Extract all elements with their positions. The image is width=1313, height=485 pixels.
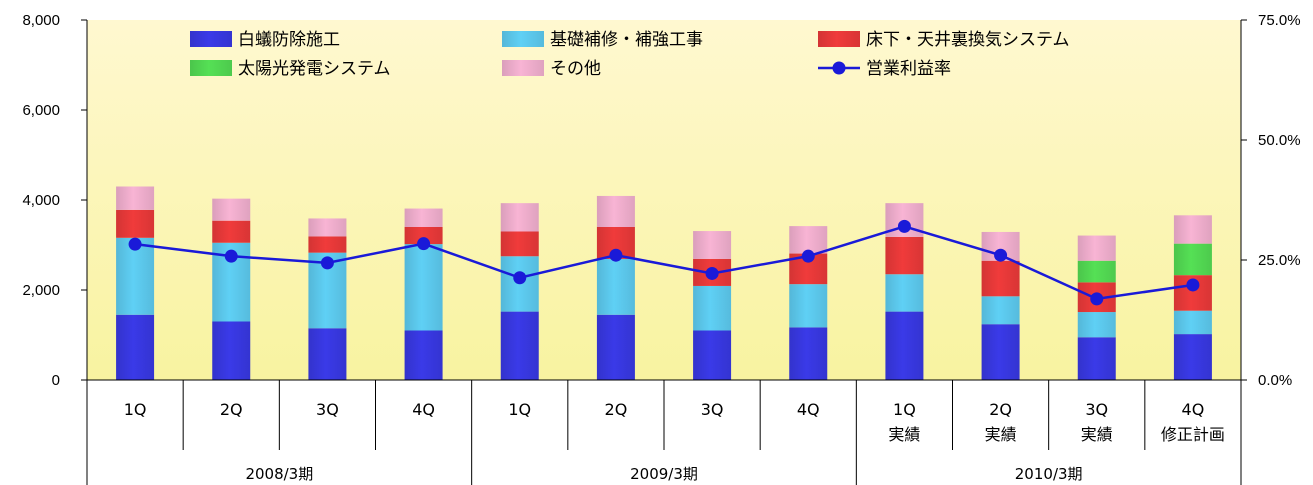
bar-segment xyxy=(116,186,155,210)
profit-margin-point xyxy=(320,256,334,270)
bar-segment xyxy=(1077,235,1116,261)
bars xyxy=(116,186,1212,380)
bar-segment xyxy=(885,274,924,312)
bar-segment xyxy=(116,209,155,238)
bar-segment xyxy=(1173,310,1212,335)
category-label: 3Q xyxy=(1085,400,1108,419)
profit-margin-point xyxy=(1090,292,1104,306)
bar-segment xyxy=(885,311,924,380)
category-label: 4Q xyxy=(797,400,820,419)
category-label: 2Q xyxy=(220,400,243,419)
legend-marker xyxy=(832,61,846,75)
legend-swatch xyxy=(190,31,232,47)
category-label: 実績 xyxy=(888,425,920,444)
category-label: 実績 xyxy=(1081,425,1113,444)
axes: 0 2,000 4,000 6,000 8,000 0.0% 25.0% 50.0% 75.0%… xyxy=(22,12,1301,485)
category-label: 1Q xyxy=(893,400,916,419)
profit-margin-point xyxy=(705,266,719,280)
category-label: 3Q xyxy=(316,400,339,419)
legend-label: 床下・天井裏換気システム xyxy=(866,29,1070,50)
legend-swatch xyxy=(818,31,860,47)
bar-segment xyxy=(1077,337,1116,380)
bar-segment xyxy=(500,311,539,380)
category-label: 1Q xyxy=(124,400,147,419)
bar-segment xyxy=(500,203,539,232)
legend-label: その他 xyxy=(550,59,601,79)
legend-swatch xyxy=(502,31,544,47)
left-tick-label: 0 xyxy=(52,372,60,389)
profit-margin-polyline xyxy=(134,225,1194,301)
legend-label: 基礎補修・補強工事 xyxy=(550,30,703,50)
legend-label: 営業利益率 xyxy=(866,59,951,79)
category-label: 修正計画 xyxy=(1161,425,1225,444)
bar-segment xyxy=(596,195,635,227)
bar-segment xyxy=(116,314,155,380)
bar-segment xyxy=(404,227,443,245)
bar-segment xyxy=(789,284,828,328)
bar-segment xyxy=(693,285,732,331)
bar-segment xyxy=(308,328,347,380)
left-tick-label: 4,000 xyxy=(22,192,60,209)
bar-segment xyxy=(885,236,924,275)
plot-area xyxy=(87,20,1241,380)
group-label: 2009/3期 xyxy=(630,465,698,483)
bar-segment xyxy=(500,231,539,257)
right-tick-label: 25.0% xyxy=(1258,252,1301,269)
bar-segment xyxy=(981,296,1020,325)
right-tick-label: 75.0% xyxy=(1258,12,1301,29)
bar-segment xyxy=(596,314,635,380)
legend-swatch xyxy=(190,60,232,76)
right-tick-label: 0.0% xyxy=(1258,372,1292,389)
bar-segment xyxy=(404,244,443,331)
bar-segment xyxy=(789,226,828,254)
profit-margin-point xyxy=(801,249,815,263)
bar-segment xyxy=(212,198,251,221)
bar-segment xyxy=(596,258,635,315)
bar-segment xyxy=(1173,243,1212,276)
bar-segment xyxy=(308,236,347,253)
bar-segment xyxy=(404,208,443,227)
bar-segment xyxy=(404,330,443,380)
profit-margin-point xyxy=(417,237,431,251)
profit-margin-point xyxy=(224,249,238,263)
group-label: 2008/3期 xyxy=(245,465,313,483)
bar-segment xyxy=(693,231,732,259)
profit-margin-point xyxy=(897,219,911,233)
category-label: 4Q xyxy=(1182,400,1205,419)
profit-margin-point xyxy=(994,248,1008,262)
bar-segment xyxy=(981,260,1020,297)
category-label: 3Q xyxy=(701,400,724,419)
bar-segment xyxy=(1077,260,1116,283)
group-label: 2010/3期 xyxy=(1015,465,1083,483)
legend-label: 太陽光発電システム xyxy=(238,59,391,79)
category-label: 1Q xyxy=(508,400,531,419)
profit-margin-point xyxy=(1186,278,1200,292)
bar-segment xyxy=(693,330,732,380)
category-label: 2Q xyxy=(989,400,1012,419)
legend-label: 白蟻防除施工 xyxy=(238,30,340,50)
category-label: 2Q xyxy=(605,400,628,419)
bar-segment xyxy=(308,218,347,237)
category-label: 実績 xyxy=(985,425,1017,444)
left-tick-label: 8,000 xyxy=(22,12,60,29)
bar-segment xyxy=(212,321,251,380)
category-label: 4Q xyxy=(412,400,435,419)
legend-swatch xyxy=(502,60,544,76)
left-tick-label: 2,000 xyxy=(22,282,60,299)
bar-segment xyxy=(789,327,828,380)
profit-margin-point xyxy=(513,271,527,285)
bar-segment xyxy=(1173,334,1212,380)
left-tick-label: 6,000 xyxy=(22,102,60,119)
bar-segment xyxy=(981,324,1020,380)
bar-segment xyxy=(1173,215,1212,244)
bar-segment xyxy=(1077,312,1116,338)
profit-margin-point xyxy=(128,237,142,251)
right-tick-label: 50.0% xyxy=(1258,132,1301,149)
bar-segment xyxy=(212,220,251,243)
profit-margin-line xyxy=(128,219,1200,306)
profit-margin-point xyxy=(609,248,623,262)
